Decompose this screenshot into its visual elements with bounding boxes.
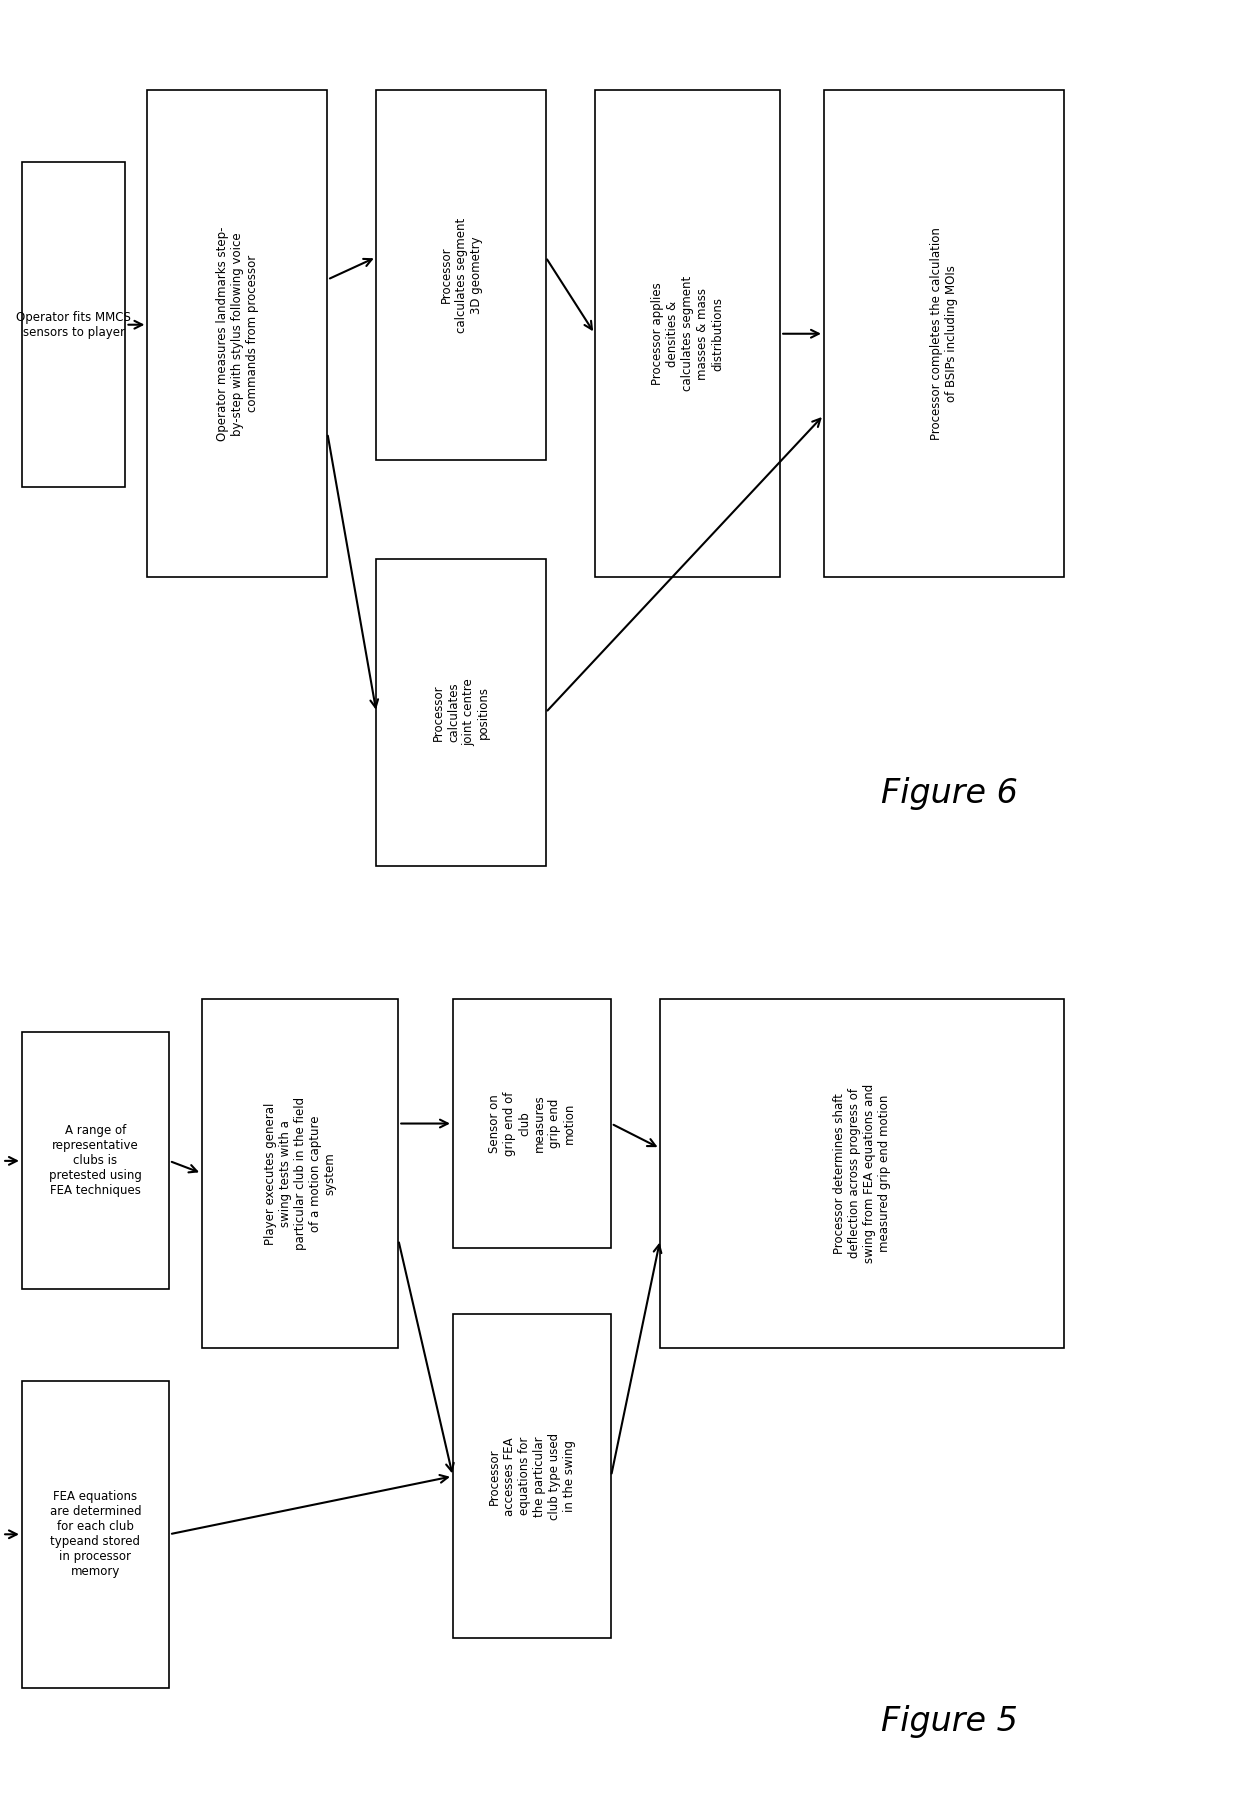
Text: A range of
representative
clubs is
pretested using
FEA techniques: A range of representative clubs is prete… xyxy=(50,1124,141,1198)
FancyBboxPatch shape xyxy=(148,90,327,577)
Text: Operator measures landmarks step-
by-step with stylus following voice
commands f: Operator measures landmarks step- by-ste… xyxy=(216,227,259,440)
FancyBboxPatch shape xyxy=(22,162,125,487)
FancyBboxPatch shape xyxy=(377,559,546,866)
FancyBboxPatch shape xyxy=(22,1032,169,1290)
Text: Processor
calculates
joint centre
positions: Processor calculates joint centre positi… xyxy=(432,678,490,747)
FancyBboxPatch shape xyxy=(660,999,1064,1348)
Text: Processor
accesses FEA
equations for
the particular
club type used
in the swing: Processor accesses FEA equations for the… xyxy=(489,1432,575,1519)
FancyBboxPatch shape xyxy=(453,999,611,1248)
Text: FEA equations
are determined
for each club
typeand stored
in processor
memory: FEA equations are determined for each cl… xyxy=(50,1490,141,1578)
FancyBboxPatch shape xyxy=(202,999,398,1348)
Text: Sensor on
grip end of
club
measures
grip end
motion: Sensor on grip end of club measures grip… xyxy=(489,1091,575,1156)
FancyBboxPatch shape xyxy=(22,1380,169,1689)
Text: Processor applies
densities &
calculates segment
masses & mass
distributions: Processor applies densities & calculates… xyxy=(651,276,724,391)
Text: Figure 6: Figure 6 xyxy=(880,778,1018,810)
Text: Processor determines shaft
deflection across progress of
swing from FEA equation: Processor determines shaft deflection ac… xyxy=(833,1084,892,1263)
Text: Processor
calculates segment
3D geometry: Processor calculates segment 3D geometry xyxy=(439,218,482,332)
Text: Processor completes the calculation
of BSIPs including MOIs: Processor completes the calculation of B… xyxy=(930,227,957,440)
Text: Figure 5: Figure 5 xyxy=(880,1705,1018,1737)
FancyBboxPatch shape xyxy=(595,90,780,577)
FancyBboxPatch shape xyxy=(377,90,546,460)
FancyBboxPatch shape xyxy=(453,1315,611,1638)
Text: Player executes general
swing tests with a
particular club in the field
of a mot: Player executes general swing tests with… xyxy=(264,1097,336,1250)
FancyBboxPatch shape xyxy=(823,90,1064,577)
Text: Operator fits MMCS
sensors to player: Operator fits MMCS sensors to player xyxy=(16,310,131,339)
